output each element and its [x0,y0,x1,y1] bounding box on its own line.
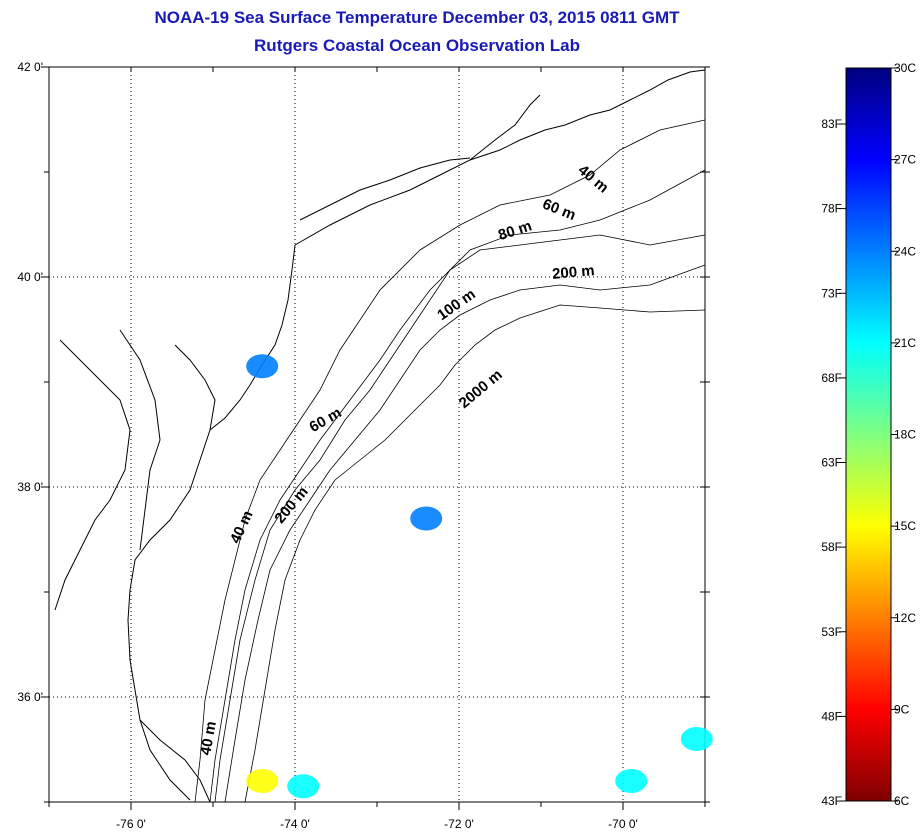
y-tick-label: 40 0' [17,270,43,284]
coastline [54,69,706,803]
y-tick-label: 36 0' [17,690,43,704]
colorbar-label-celsius: 30C [894,61,916,75]
colorbar-label-celsius: 9C [894,702,910,716]
x-tick-label: -76 0' [116,817,146,831]
colorbar-label-fahrenheit: 83F [821,117,842,131]
colorbar-label-fahrenheit: 43F [821,794,842,808]
colorbar-label-celsius: 24C [894,244,916,258]
map-title-line2: Rutgers Coastal Ocean Observation Lab [254,36,580,55]
sst-patch [615,769,648,793]
colorbar-label-fahrenheit: 68F [821,371,842,385]
colorbar-label-celsius: 15C [894,519,916,533]
sst-patch [246,769,279,793]
depth-contour-label: 2000 m [456,366,506,412]
colorbar-label-celsius: 18C [894,428,916,442]
colorbar-labels: 30C 27C 24C 21C 18C 15C 12C 9C 6C 83F 78F 73F 68F 63F… [821,61,916,808]
colorbar-label-fahrenheit: 58F [821,540,842,554]
colorbar [845,67,892,802]
depth-contour-label: 40 m [575,162,612,197]
colorbar-label-fahrenheit: 63F [821,456,842,470]
depth-contour-label: 40 m [227,508,257,546]
depth-contour-label: 60 m [306,404,344,436]
colorbar-label-celsius: 21C [894,336,916,350]
depth-contour-label: 80 m [496,217,534,244]
map-frame [48,66,706,803]
x-tick-label: -74 0' [280,817,310,831]
depth-contour-label: 40 m [197,720,220,757]
colorbar-label-fahrenheit: 73F [821,286,842,300]
sst-patch [680,727,713,751]
colorbar-label-celsius: 12C [894,611,916,625]
y-tick-label: 42 0' [17,60,43,74]
sst-patch [287,774,320,799]
sst-patch [246,354,279,379]
sst-data-patches [246,354,713,799]
colorbar-label-celsius: 6C [894,794,910,808]
x-tick-label: -72 0' [444,817,474,831]
axis-ticks: -76 0' -74 0' -72 0' -70 0' 42 0' 40 0' 38 0' 3… [17,60,710,831]
grid-lines [49,66,705,802]
colorbar-label-fahrenheit: 78F [821,202,842,216]
colorbar-label-celsius: 27C [894,153,916,167]
colorbar-label-fahrenheit: 53F [821,625,842,639]
x-tick-label: -70 0' [608,817,638,831]
colorbar-label-fahrenheit: 48F [821,709,842,723]
depth-contour-label: 200 m [551,262,595,283]
map-title-line1: NOAA-19 Sea Surface Temperature December… [154,8,680,27]
depth-contour-label: 60 m [540,196,578,225]
bathymetry-contours [194,119,706,803]
y-tick-label: 38 0' [17,480,43,494]
sst-patch [410,506,443,531]
depth-contour-label: 100 m [434,286,479,324]
